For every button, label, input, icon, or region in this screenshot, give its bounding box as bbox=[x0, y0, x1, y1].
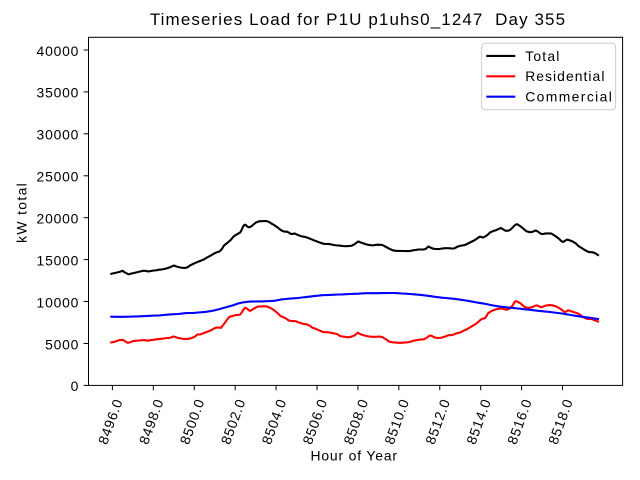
svg-text:30000: 30000 bbox=[37, 127, 80, 143]
svg-text:25000: 25000 bbox=[37, 169, 80, 185]
svg-text:35000: 35000 bbox=[37, 85, 80, 101]
svg-text:15000: 15000 bbox=[37, 252, 80, 268]
svg-text:Residential: Residential bbox=[525, 68, 605, 84]
svg-text:Timeseries Load for P1U p1uhs0: Timeseries Load for P1U p1uhs0_1247 Day … bbox=[150, 10, 566, 29]
svg-text:40000: 40000 bbox=[37, 43, 80, 59]
svg-text:Total: Total bbox=[525, 48, 560, 64]
svg-text:0: 0 bbox=[71, 378, 80, 394]
svg-text:20000: 20000 bbox=[37, 211, 80, 227]
svg-text:5000: 5000 bbox=[45, 336, 79, 352]
svg-text:Hour of Year: Hour of Year bbox=[310, 447, 397, 463]
svg-text:10000: 10000 bbox=[37, 294, 80, 310]
svg-text:kW total: kW total bbox=[14, 182, 30, 243]
svg-text:Commercial: Commercial bbox=[525, 89, 613, 105]
